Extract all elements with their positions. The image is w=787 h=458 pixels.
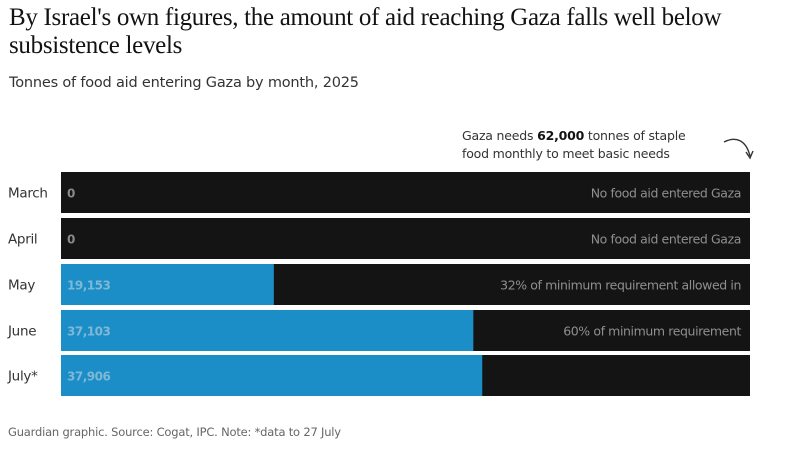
- value-label: 37,906: [67, 370, 110, 384]
- category-label: March: [8, 186, 48, 202]
- annotation-value: 62,000: [537, 128, 585, 143]
- chart-subtitle: Tonnes of food aid entering Gaza by mont…: [9, 75, 359, 91]
- bar-note-label: 32% of minimum requirement allowed in: [500, 278, 741, 293]
- aid-bar: [61, 310, 474, 351]
- value-label: 0: [67, 187, 75, 201]
- annotation-prefix: Gaza needs: [462, 128, 538, 143]
- source-note: Guardian graphic. Source: Cogat, IPC. No…: [8, 425, 341, 439]
- category-label: July*: [7, 369, 38, 385]
- chart-title: By Israel's own figures, the amount of a…: [9, 4, 722, 59]
- requirement-bar: [61, 218, 750, 259]
- value-label: 37,103: [67, 325, 110, 339]
- category-label: April: [8, 232, 37, 248]
- bar-note-label: No food aid entered Gaza: [591, 186, 741, 201]
- bar-note-label: No food aid entered Gaza: [591, 232, 741, 247]
- bar-note-label: 60% of minimum requirement: [563, 324, 741, 339]
- requirement-bar: [61, 172, 750, 213]
- category-label: May: [8, 278, 35, 294]
- aid-bar: [61, 355, 483, 396]
- value-label: 0: [67, 233, 75, 247]
- annotation-line2: food monthly to meet basic needs: [462, 146, 670, 161]
- annotation-suffix: tonnes of staple: [584, 128, 686, 143]
- aid-bar: [61, 264, 274, 305]
- curved-arrow-down-icon: [723, 138, 754, 160]
- category-label: June: [7, 324, 36, 340]
- requirement-annotation: Gaza needs 62,000 tonnes of staple food …: [462, 127, 732, 163]
- value-label: 19,153: [67, 279, 110, 293]
